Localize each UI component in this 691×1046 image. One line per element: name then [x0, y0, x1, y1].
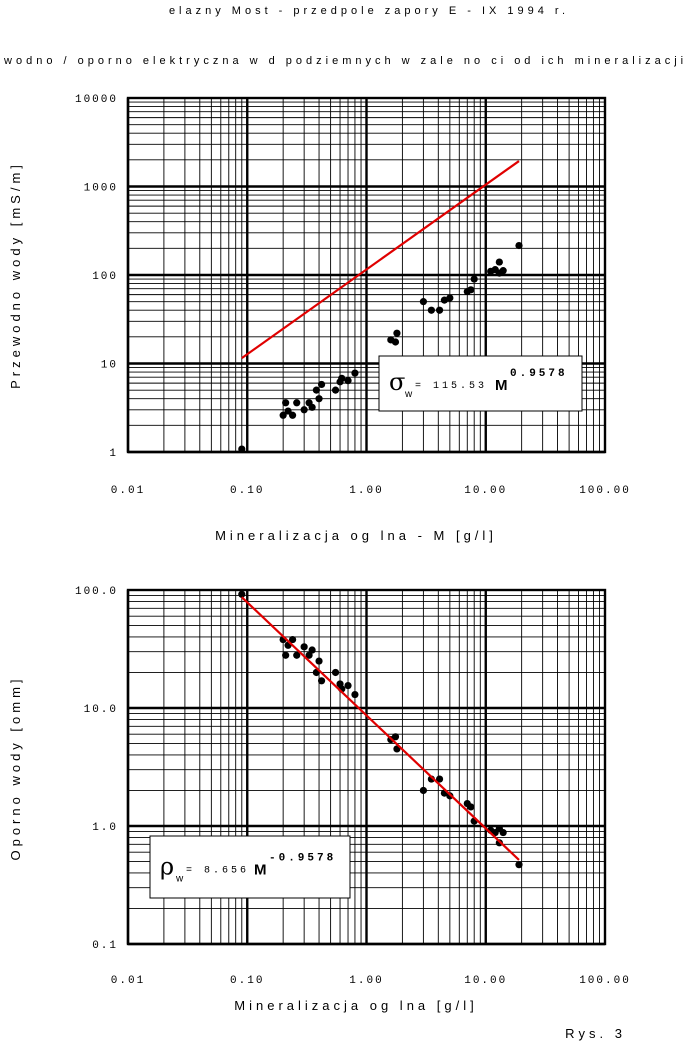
chart1-data-point [315, 657, 323, 665]
chart0-data-point [338, 374, 346, 382]
chart0-data-point [499, 267, 507, 275]
chart0-data-point [317, 380, 326, 389]
chart1-equation-box [149, 835, 351, 899]
conductivity-chart: 0.01 0.10 1.00 10.00 100.00 1 10 100 1000 10000 σ w… [75, 94, 631, 497]
chart0-y-tick-label: 10000 [75, 94, 118, 106]
chart0-data-point [279, 411, 287, 419]
chart0-data-point [427, 306, 435, 314]
chart0-plot-frame [126, 96, 607, 454]
chart1-data-point [515, 861, 523, 869]
chart0-data-point [351, 369, 359, 377]
chart1-y-tick-label: 1.0 [92, 822, 118, 834]
figure-title: elazny Most - przedpole zapory E - IX 19… [169, 5, 569, 17]
chart1-equation-exponent: -0.9578 [269, 852, 336, 864]
chart1-x-tick-label: 10.00 [464, 975, 507, 987]
chart0-data-point [419, 298, 427, 306]
chart1-data-point [344, 681, 352, 690]
chart1-data-point [435, 775, 444, 783]
chart0-x-tick-label: 0.10 [230, 485, 264, 497]
figure-label: Rys. 3 [565, 1026, 626, 1041]
chart0-data-point [315, 395, 323, 403]
chart0-y-tick-label: 1 [109, 448, 118, 460]
chart0-equation-subscript: w [404, 389, 413, 400]
chart0-data-point [446, 294, 454, 302]
chart1-data-point [331, 668, 340, 677]
chart0-data-point [293, 399, 301, 407]
chart0-equation-coefficient: = 115.53 [415, 381, 487, 392]
chart0-x-tick-label: 10.00 [464, 485, 507, 497]
chart1-y-axis-label: Oporno wody [omm] [8, 675, 23, 860]
chart1-y-tick-label: 100.0 [75, 586, 118, 598]
chart1-fit-line [241, 596, 520, 861]
chart1-x-tick-label: 100.00 [579, 975, 631, 987]
chart1-equation-symbol: ρ [160, 852, 174, 880]
chart1-equation-variable: M [254, 861, 267, 878]
chart0-x-axis-label: Mineralizacja og lna - M [g/l] [215, 528, 497, 543]
chart1-plot-frame [126, 588, 607, 946]
chart0-data-point [344, 377, 352, 385]
chart0-y-tick-label: 100 [92, 271, 118, 283]
chart1-x-tick-label: 0.01 [111, 975, 145, 987]
chart0-y-axis-label: Przewodno wody [mS/m] [8, 161, 23, 389]
chart0-equation-box [378, 355, 583, 412]
chart1-data-point [467, 803, 475, 811]
chart0-data-point [470, 275, 478, 283]
chart1-data-point [288, 635, 297, 644]
chart0-equation-variable: M [495, 377, 508, 394]
resistivity-chart: 0.01 0.10 1.00 10.00 100.00 0.1 1.0 10.0 100.0 ρ w… [75, 586, 631, 987]
chart0-data-point [435, 306, 444, 314]
chart1-data-point [305, 651, 313, 659]
chart1-y-tick-label: 0.1 [92, 940, 118, 952]
chart0-fit-line [241, 160, 520, 359]
chart1-data-point [317, 677, 326, 685]
chart0-data-point [308, 403, 316, 411]
chart1-data-point [238, 590, 246, 598]
chart0-data-point [331, 386, 340, 394]
chart0-x-tick-label: 1.00 [349, 485, 383, 497]
chart1-equation-coefficient: = 8.656 [186, 865, 249, 876]
chart0-data-point [284, 407, 292, 415]
chart0-y-tick-label: 10 [101, 360, 118, 372]
chart0-data-point [288, 411, 297, 419]
chart1-data-point [308, 646, 316, 654]
chart1-data-point [419, 786, 427, 795]
chart0-data-point [282, 399, 290, 407]
chart1-data-point [499, 828, 507, 837]
chart1-data-point [300, 643, 308, 651]
chart1-data-point [293, 651, 301, 659]
figure-subtitle: Przewodno / oporno elektryczna w d podzi… [0, 55, 691, 67]
chart1-y-tick-label: 10.0 [84, 704, 118, 716]
chart1-x-axis-label: Mineralizacja og lna [g/l] [234, 998, 477, 1013]
chart1-equation-subscript: w [175, 873, 184, 884]
chart1-x-tick-label: 1.00 [349, 975, 383, 987]
chart0-data-point [495, 258, 503, 266]
chart0-equation-exponent: 0.9578 [510, 368, 568, 380]
chart0-data-point [393, 329, 401, 337]
chart0-x-tick-label: 100.00 [579, 485, 631, 497]
chart0-data-point [300, 406, 308, 414]
chart0-data-point [238, 445, 246, 453]
chart0-x-tick-label: 0.01 [111, 485, 145, 497]
chart0-data-point [391, 338, 400, 346]
chart1-data-point [351, 690, 359, 699]
chart1-x-tick-label: 0.10 [230, 975, 264, 987]
chart1-data-point [282, 651, 290, 659]
chart0-data-point [440, 296, 448, 304]
chart0-y-tick-label: 1000 [84, 183, 118, 195]
chart0-data-point [467, 286, 475, 294]
chart0-equation-symbol: σ [389, 368, 405, 396]
chart0-data-point [312, 386, 320, 394]
chart1-data-point [391, 733, 400, 741]
chart0-data-point [515, 241, 523, 250]
